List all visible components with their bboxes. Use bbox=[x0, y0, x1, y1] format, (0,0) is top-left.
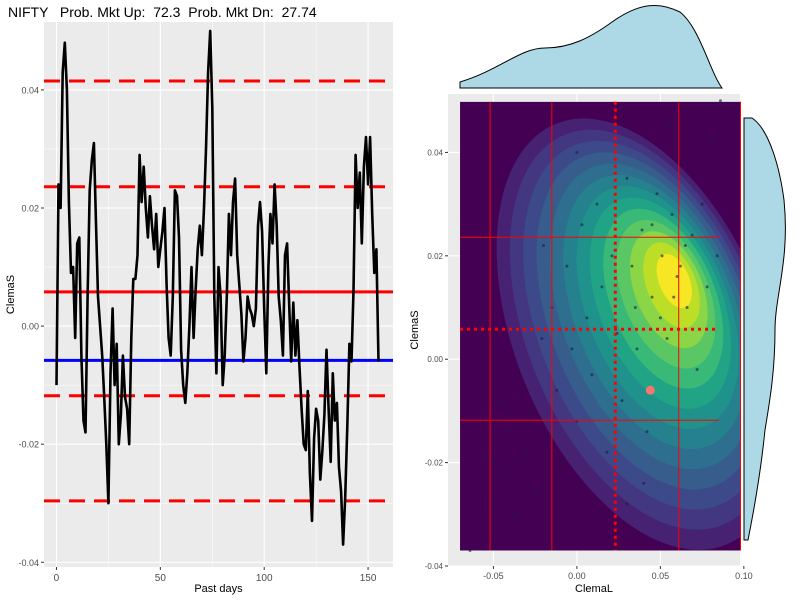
data-point bbox=[575, 150, 579, 154]
data-point bbox=[580, 223, 584, 227]
y-tick-label: -0.04 bbox=[18, 558, 39, 568]
marginal-density-right bbox=[743, 117, 786, 541]
data-point bbox=[508, 430, 512, 434]
x-tick-label: 0.00 bbox=[568, 571, 586, 581]
x-tick-label: 50 bbox=[155, 573, 167, 584]
data-point bbox=[705, 285, 709, 289]
data-point bbox=[513, 512, 517, 516]
data-point bbox=[667, 125, 671, 129]
data-point bbox=[518, 373, 522, 377]
data-point bbox=[690, 233, 694, 237]
highlight-point bbox=[645, 385, 655, 395]
density-contour bbox=[656, 253, 692, 309]
x-tick-label: 100 bbox=[256, 573, 273, 584]
y-tick-label: 0.02 bbox=[21, 203, 39, 213]
data-point bbox=[685, 306, 689, 310]
data-point bbox=[650, 223, 654, 227]
x-tick-label: 0.05 bbox=[652, 571, 670, 581]
data-point bbox=[640, 228, 644, 232]
data-point bbox=[600, 285, 604, 289]
data-point bbox=[683, 243, 687, 247]
y-tick-label: 0.04 bbox=[427, 148, 443, 157]
data-point bbox=[680, 161, 684, 165]
x-tick-label: 0.10 bbox=[735, 571, 753, 581]
x-tick-label: 0 bbox=[54, 573, 60, 584]
data-point bbox=[678, 264, 682, 268]
density-chart-panel: -0.05 0.00 0.05 0.10 -0.04 -0.02 0.00 0.02 0.04 C… bbox=[409, 4, 786, 595]
data-point bbox=[645, 430, 649, 434]
chart-title: NIFTY Prob. Mkt Up: 72.3 Prob. Mkt Dn: 2… bbox=[8, 4, 317, 20]
data-point bbox=[625, 502, 629, 506]
data-point bbox=[595, 512, 599, 516]
data-point bbox=[541, 243, 545, 247]
data-point bbox=[625, 176, 629, 180]
data-point bbox=[565, 264, 569, 268]
y-tick-label: 0.00 bbox=[21, 322, 39, 332]
data-point bbox=[715, 254, 719, 258]
data-point bbox=[540, 337, 544, 341]
x-tick-label: 150 bbox=[360, 573, 377, 584]
data-point bbox=[633, 306, 637, 310]
x-tick-label: -0.05 bbox=[483, 571, 504, 581]
data-point bbox=[535, 492, 539, 496]
data-point bbox=[496, 399, 500, 403]
data-point bbox=[660, 254, 664, 258]
data-point bbox=[560, 461, 564, 465]
data-point bbox=[670, 212, 674, 216]
data-point bbox=[630, 264, 634, 268]
data-point bbox=[695, 368, 699, 372]
data-point bbox=[675, 274, 679, 278]
data-point bbox=[672, 295, 676, 299]
y-tick-label: 0.02 bbox=[427, 252, 443, 261]
data-point bbox=[655, 192, 659, 196]
data-point bbox=[501, 471, 505, 475]
data-point bbox=[585, 316, 589, 320]
data-point bbox=[642, 481, 646, 485]
x-axis-title: Past days bbox=[194, 583, 243, 595]
y-tick-label: -0.02 bbox=[18, 440, 39, 450]
y-tick-label: -0.04 bbox=[425, 562, 444, 571]
data-point bbox=[610, 254, 614, 258]
data-point bbox=[718, 99, 722, 103]
series-line bbox=[55, 29, 380, 546]
data-point bbox=[555, 388, 559, 392]
data-point bbox=[605, 450, 609, 454]
data-point bbox=[468, 548, 472, 552]
data-point bbox=[665, 337, 669, 341]
data-point bbox=[700, 202, 704, 206]
data-point bbox=[545, 435, 549, 439]
data-point bbox=[658, 316, 662, 320]
line-chart-panel: 0 50 100 150 -0.04 -0.02 0.00 0.02 0.04 Past days… bbox=[5, 22, 393, 595]
y-tick-label: 0.00 bbox=[427, 355, 443, 364]
y-tick-label: 0.04 bbox=[21, 85, 39, 95]
x-axis-title: ClemaL bbox=[575, 583, 613, 595]
data-point bbox=[635, 347, 639, 351]
data-point bbox=[491, 461, 495, 465]
y-tick-label: -0.02 bbox=[425, 459, 444, 468]
marginal-density-top bbox=[459, 4, 723, 89]
data-point bbox=[595, 202, 599, 206]
data-point bbox=[620, 399, 624, 403]
data-point bbox=[710, 140, 714, 144]
y-axis-title: ClemaS bbox=[5, 275, 17, 314]
data-point bbox=[650, 295, 654, 299]
data-point bbox=[528, 409, 532, 413]
data-point bbox=[523, 450, 527, 454]
y-axis-title: ClemaS bbox=[409, 310, 421, 349]
data-point bbox=[570, 347, 574, 351]
data-point bbox=[590, 373, 594, 377]
